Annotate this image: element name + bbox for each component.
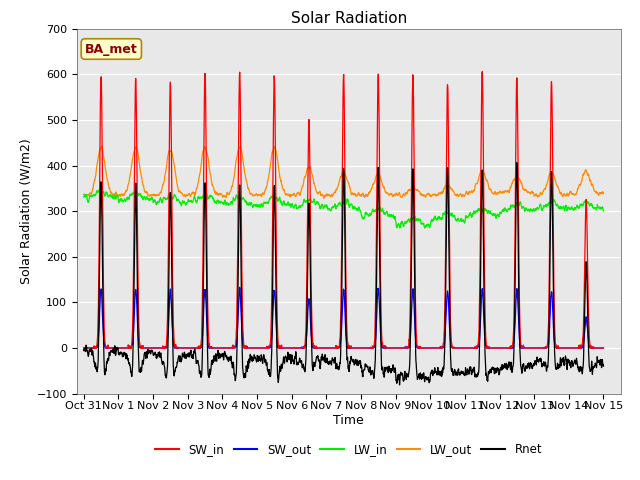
Y-axis label: Solar Radiation (W/m2): Solar Radiation (W/m2) (20, 138, 33, 284)
Legend: SW_in, SW_out, LW_in, LW_out, Rnet: SW_in, SW_out, LW_in, LW_out, Rnet (151, 438, 547, 461)
X-axis label: Time: Time (333, 414, 364, 427)
Text: BA_met: BA_met (85, 43, 138, 56)
Title: Solar Radiation: Solar Radiation (291, 11, 407, 26)
